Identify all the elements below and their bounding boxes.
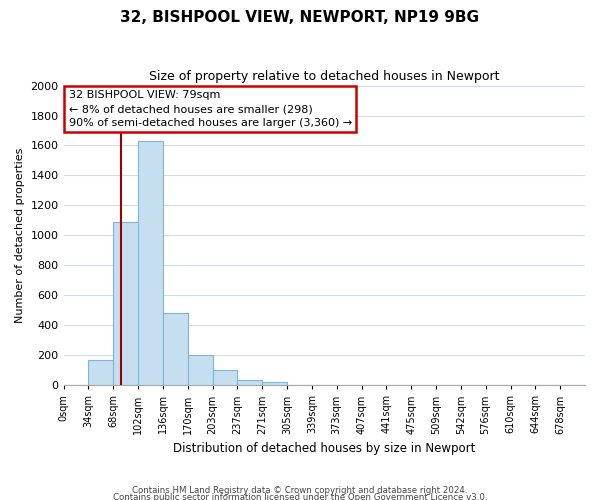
- Bar: [138, 141, 163, 386]
- Bar: [163, 314, 188, 386]
- Title: Size of property relative to detached houses in Newport: Size of property relative to detached ho…: [149, 70, 500, 83]
- Bar: [188, 356, 212, 386]
- Bar: [88, 360, 113, 386]
- Text: Contains public sector information licensed under the Open Government Licence v3: Contains public sector information licen…: [113, 494, 487, 500]
- Text: Contains HM Land Registry data © Crown copyright and database right 2024.: Contains HM Land Registry data © Crown c…: [132, 486, 468, 495]
- Y-axis label: Number of detached properties: Number of detached properties: [15, 148, 25, 323]
- X-axis label: Distribution of detached houses by size in Newport: Distribution of detached houses by size …: [173, 442, 475, 455]
- Text: 32 BISHPOOL VIEW: 79sqm
← 8% of detached houses are smaller (298)
90% of semi-de: 32 BISHPOOL VIEW: 79sqm ← 8% of detached…: [69, 90, 352, 128]
- Bar: [113, 222, 138, 386]
- Bar: [212, 370, 238, 386]
- Text: 32, BISHPOOL VIEW, NEWPORT, NP19 9BG: 32, BISHPOOL VIEW, NEWPORT, NP19 9BG: [121, 10, 479, 25]
- Bar: [262, 382, 287, 386]
- Bar: [238, 380, 262, 386]
